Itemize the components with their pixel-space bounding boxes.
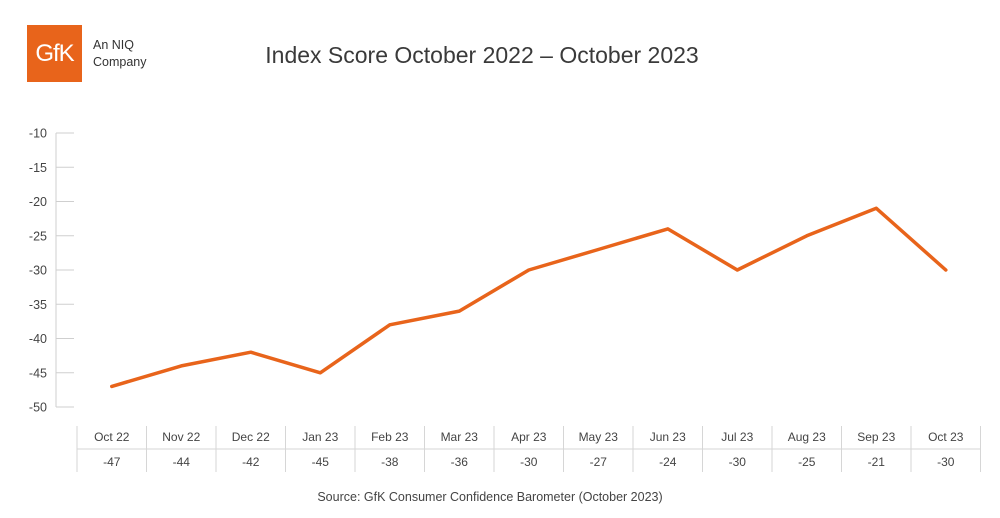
data-point	[666, 227, 670, 231]
gfk-logo: GfK	[27, 25, 82, 82]
y-tick-label: -15	[29, 161, 47, 175]
table-value-label: -30	[937, 455, 955, 469]
x-category-label: Jul 23	[721, 430, 753, 444]
table-value-label: -42	[242, 455, 260, 469]
chart-title-wrapper: Index Score October 2022 – October 2023	[0, 42, 1000, 69]
x-category-label: Aug 23	[788, 430, 826, 444]
x-category-label: Sep 23	[857, 430, 895, 444]
data-point	[318, 371, 322, 375]
data-point	[944, 268, 948, 272]
y-tick-label: -50	[29, 401, 47, 415]
logo-subtitle-line2: Company	[93, 55, 147, 69]
data-point	[388, 323, 392, 327]
data-point	[249, 350, 253, 354]
x-category-label: May 23	[579, 430, 619, 444]
data-point	[805, 234, 809, 238]
chart-title: Index Score October 2022 – October 2023	[265, 42, 699, 68]
x-category-label: Oct 22	[94, 430, 130, 444]
data-table: Oct 22 -47 Nov 22 -44 Dec 22 -42 Jan 23 -45 Feb …	[76, 426, 981, 472]
y-tick-label: -20	[29, 195, 47, 209]
y-axis: -10 -15 -20 -25 -30 -35 -40 -45 -50	[29, 127, 74, 415]
data-point	[527, 268, 531, 272]
x-category-label: Oct 23	[928, 430, 964, 444]
data-point	[874, 206, 878, 210]
y-tick-label: -25	[29, 229, 47, 243]
logo-text: GfK	[35, 39, 74, 67]
table-value-label: -45	[312, 455, 330, 469]
data-point	[179, 364, 183, 368]
data-point	[596, 247, 600, 251]
table-value-label: -36	[451, 455, 469, 469]
data-point	[457, 309, 461, 313]
table-value-label: -27	[590, 455, 608, 469]
y-tick-label: -10	[29, 127, 47, 141]
logo-subtitle-line1: An NIQ	[93, 38, 134, 52]
x-category-label: Apr 23	[511, 430, 547, 444]
x-category-label: Jun 23	[650, 430, 686, 444]
table-value-label: -30	[520, 455, 538, 469]
table-value-label: -30	[729, 455, 747, 469]
data-point	[110, 384, 114, 388]
series-line	[110, 206, 948, 389]
y-tick-label: -30	[29, 264, 47, 278]
table-value-label: -38	[381, 455, 399, 469]
data-point	[735, 268, 739, 272]
x-category-label: Jan 23	[302, 430, 338, 444]
x-category-label: Nov 22	[162, 430, 200, 444]
table-value-label: -25	[798, 455, 816, 469]
y-tick-label: -45	[29, 366, 47, 380]
source-note-wrapper: Source: GfK Consumer Confidence Baromete…	[0, 490, 1000, 504]
y-tick-label: -40	[29, 332, 47, 346]
x-category-label: Mar 23	[441, 430, 479, 444]
series-group	[110, 206, 948, 389]
source-note: Source: GfK Consumer Confidence Baromete…	[317, 490, 663, 504]
x-category-label: Feb 23	[371, 430, 409, 444]
table-value-label: -44	[173, 455, 191, 469]
table-value-label: -47	[103, 455, 121, 469]
y-tick-label: -35	[29, 298, 47, 312]
table-value-label: -24	[659, 455, 677, 469]
x-category-label: Dec 22	[232, 430, 270, 444]
table-value-label: -21	[868, 455, 886, 469]
